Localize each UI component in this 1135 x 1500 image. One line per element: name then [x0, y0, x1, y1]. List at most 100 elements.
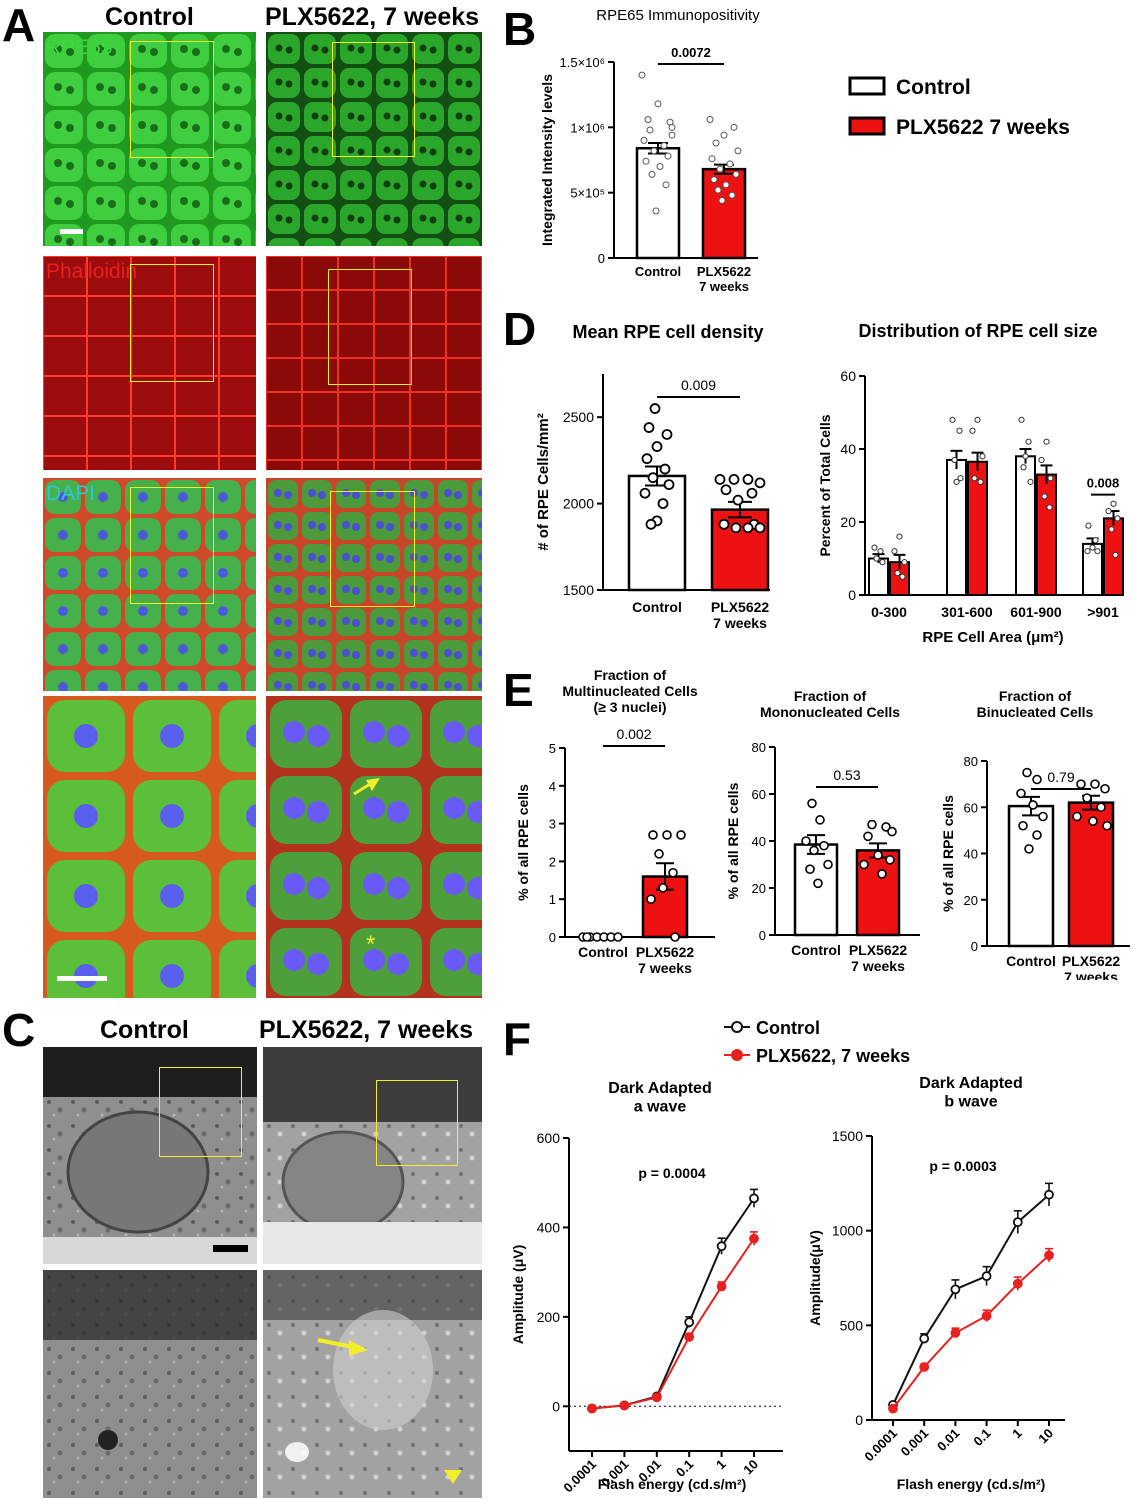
legend-label-plx: PLX5622, 7 weeks	[756, 1046, 910, 1066]
y-tick-label: 60	[964, 800, 978, 815]
data-point	[656, 163, 664, 171]
x-tick-label: PLX5622 7 weeks	[849, 942, 908, 974]
rpe65-plx-micrograph	[266, 32, 482, 246]
panel-label-f: F	[503, 1013, 532, 1065]
series-line-control	[892, 1193, 1050, 1406]
rpe65-channel-label: RPE65	[46, 36, 113, 59]
data-point	[657, 498, 669, 510]
legend-swatch-control	[848, 76, 886, 96]
y-tick-label: 20	[840, 514, 856, 530]
data-point	[662, 830, 672, 840]
data-point	[1022, 767, 1032, 778]
data-point	[728, 474, 740, 485]
data-point	[1088, 816, 1098, 826]
data-point	[881, 822, 891, 832]
x-tick-label: PLX5622 7 weeks	[697, 264, 751, 294]
data-point	[640, 136, 648, 144]
phalloidin-control-micrograph: Phalloidin	[43, 256, 256, 470]
data-point	[807, 798, 817, 809]
p-value-label: 0.009	[681, 377, 716, 393]
data-point	[646, 894, 656, 904]
y-tick-label: 40	[964, 847, 978, 862]
x-axis-label: Flash energy (cd.s/m²)	[598, 1476, 747, 1492]
data-point	[706, 115, 714, 123]
y-tick-label: 0	[759, 928, 766, 943]
y-tick-label: 1.5×10⁶	[560, 55, 605, 70]
data-point	[1110, 500, 1117, 507]
y-tick-label: 0	[552, 1398, 560, 1414]
data-point	[668, 131, 676, 139]
arrow-icon	[353, 778, 380, 796]
roi-box	[130, 264, 214, 382]
data-point	[746, 487, 758, 499]
data-point	[754, 522, 766, 534]
roi-box	[130, 41, 214, 158]
y-tick-label: 1500	[832, 1128, 863, 1144]
data-point	[1025, 438, 1032, 445]
roi-box	[159, 1067, 242, 1157]
data-point	[815, 815, 825, 825]
dapi-channel-label: DAPI	[46, 482, 96, 505]
data-point	[646, 126, 654, 134]
p-value-label: 0.008	[1087, 476, 1120, 491]
legend-marker-control	[731, 1021, 743, 1033]
data-point	[863, 831, 873, 842]
y-tick-label: 0	[971, 939, 978, 954]
data-point	[1090, 779, 1100, 789]
chart-title: Fraction of Mononucleated Cells	[760, 688, 900, 720]
y-tick-label: 80	[752, 740, 766, 755]
y-tick-label: 40	[752, 834, 766, 849]
data-point	[663, 479, 675, 490]
data-point	[974, 416, 981, 423]
chart-title: RPE65 Immunopositivity	[596, 7, 760, 24]
data-point	[582, 932, 592, 942]
data-point	[1020, 464, 1027, 471]
legend-marker-plx	[731, 1049, 743, 1061]
data-point	[664, 152, 672, 160]
data-point	[647, 472, 659, 484]
em-plx-overview	[263, 1047, 482, 1264]
y-tick-label: 1000	[832, 1223, 863, 1239]
p-value-label: p = 0.0003	[929, 1158, 997, 1174]
data-point	[716, 1241, 727, 1252]
zoom-plx-micrograph: *	[266, 696, 482, 998]
p-value-label: 0.0072	[671, 45, 711, 60]
data-point	[981, 1310, 992, 1321]
roi-box	[376, 1080, 458, 1166]
data-point	[949, 416, 956, 423]
bar-control	[868, 557, 889, 596]
data-point	[638, 71, 646, 79]
roi-box	[332, 42, 415, 157]
data-point	[969, 427, 976, 434]
data-point	[891, 548, 898, 555]
data-point	[1044, 1250, 1054, 1261]
data-point	[720, 484, 732, 496]
data-point	[1041, 493, 1048, 500]
series-line-plx	[591, 1238, 755, 1410]
x-tick-label: 0.001	[898, 1426, 932, 1460]
chart-title: Dark Adapted a wave	[608, 1080, 711, 1115]
data-point	[1089, 544, 1096, 551]
data-point	[1038, 811, 1048, 822]
y-axis-label: # of RPE Cells/mm²	[535, 413, 552, 551]
data-point	[662, 181, 670, 189]
bar-control	[793, 843, 839, 937]
x-tick-label: 0.0001	[560, 1457, 599, 1496]
y-tick-label: 0	[855, 1412, 863, 1428]
data-point	[896, 533, 903, 540]
phalloidin-channel-label: Phalloidin	[46, 260, 138, 283]
data-point	[710, 176, 718, 184]
x-tick-label: 0.01	[934, 1426, 963, 1455]
data-point	[1076, 779, 1086, 789]
y-tick-label: 0	[598, 251, 605, 266]
data-point	[734, 147, 742, 155]
data-point	[651, 1392, 662, 1403]
data-point	[718, 197, 726, 205]
chart-d1: Mean RPE cell density 1500 2000 2500 # of RP…	[535, 322, 770, 631]
data-point	[888, 1403, 898, 1414]
y-tick-label: 5	[549, 741, 556, 756]
bar-control	[1015, 455, 1036, 596]
p-value-label: 0.79	[1047, 769, 1074, 785]
data-point	[1072, 811, 1082, 822]
data-point	[642, 157, 650, 165]
